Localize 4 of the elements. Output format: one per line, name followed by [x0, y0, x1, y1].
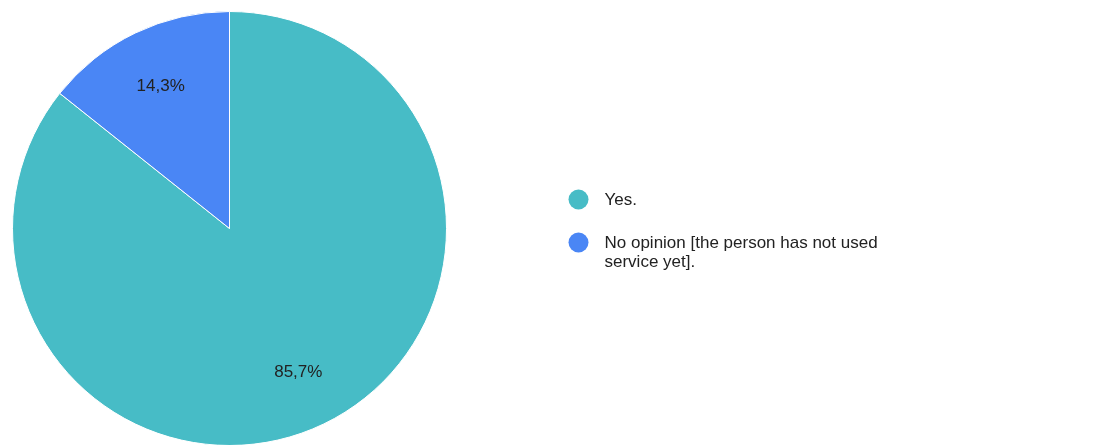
legend-label: Yes. [604, 190, 637, 209]
data-label: 14,3% [136, 76, 185, 96]
legend-label: No opinion [the person has not used service yet]. [604, 233, 878, 271]
data-label: 85,7% [274, 361, 323, 381]
